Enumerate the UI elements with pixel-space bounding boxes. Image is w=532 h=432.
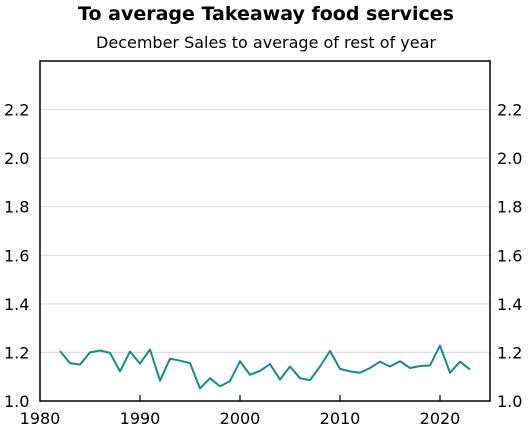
- y-tick-label-right: 1.2: [497, 343, 522, 362]
- y-tick-label-left: 1.6: [4, 246, 29, 265]
- series-line: [59, 344, 471, 390]
- y-tick-label-left: 1.2: [4, 343, 29, 362]
- y-tick-label-right: 1.0: [497, 392, 522, 411]
- y-tick-label-left: 1.4: [4, 295, 29, 314]
- plot-series: [59, 344, 471, 390]
- axes: 1.0 1.0 1.2 1.2 1.4 1.4 1.6 1.6 1.8 1.8 2.0 2.0 2.2 2…: [4, 101, 522, 428]
- x-tick-label: 2020: [420, 409, 461, 428]
- chart-title: To average Takeaway food services: [78, 3, 454, 25]
- y-tick-label-right: 1.6: [497, 246, 522, 265]
- chart-subtitle: December Sales to average of rest of yea…: [96, 33, 436, 52]
- y-tick-label-left: 1.8: [4, 198, 29, 217]
- x-tick-label: 2010: [320, 409, 361, 428]
- y-tick-label-left: 2.2: [4, 101, 29, 120]
- y-tick-label-right: 1.4: [497, 295, 522, 314]
- x-tick-label: 1980: [20, 409, 61, 428]
- plot-frame: [39, 60, 491, 402]
- y-tick-label-right: 1.8: [497, 198, 522, 217]
- y-tick-label-left: 2.0: [4, 149, 29, 168]
- x-tick-label: 2000: [220, 409, 261, 428]
- x-tick-label: 1990: [120, 409, 161, 428]
- y-tick-label-right: 2.2: [497, 101, 522, 120]
- y-tick-label-right: 2.0: [497, 149, 522, 168]
- gridlines: [40, 109, 490, 353]
- y-tick-label-left: 1.0: [4, 392, 29, 411]
